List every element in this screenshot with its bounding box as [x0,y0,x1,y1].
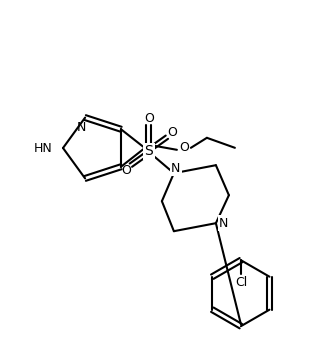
Text: O: O [179,141,189,154]
Text: HN: HN [34,142,53,155]
Text: S: S [144,144,153,158]
Text: N: N [76,121,86,134]
Text: O: O [121,164,131,177]
Text: O: O [144,112,154,125]
Text: O: O [167,126,177,139]
Text: N: N [219,217,228,230]
Text: N: N [171,162,180,175]
Text: Cl: Cl [235,276,247,289]
